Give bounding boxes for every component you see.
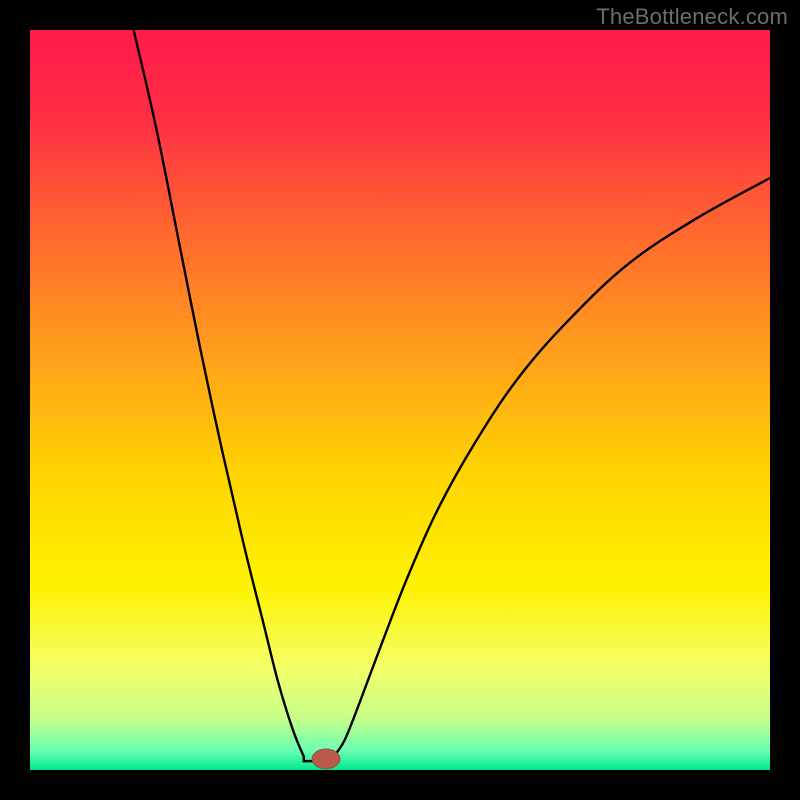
optimal-point-marker bbox=[312, 749, 340, 769]
plot-background bbox=[30, 30, 770, 770]
watermark-text: TheBottleneck.com bbox=[596, 4, 788, 30]
chart-stage: TheBottleneck.com bbox=[0, 0, 800, 800]
bottleneck-chart bbox=[0, 0, 800, 800]
